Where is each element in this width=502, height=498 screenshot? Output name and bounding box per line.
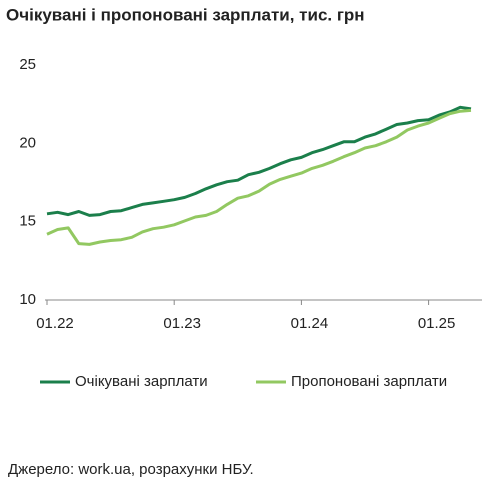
x-tick-label: 01.22 (36, 315, 74, 332)
y-tick-label: 15 (19, 213, 36, 230)
chart-title: Очікувані і пропоновані зарплати, тис. г… (6, 5, 365, 24)
y-tick-label: 25 (19, 56, 36, 73)
x-tick-label: 01.25 (418, 315, 456, 332)
x-tick-label: 01.24 (291, 315, 329, 332)
series-line (46, 105, 472, 217)
series-line (46, 108, 472, 246)
legend-label: Пропоновані зарплати (291, 373, 447, 390)
legend-label: Очікувані зарплати (75, 373, 208, 390)
x-tick-label: 01.23 (163, 315, 201, 332)
y-tick-label: 20 (19, 134, 36, 151)
source-note: Джерело: work.ua, розрахунки НБУ. (8, 461, 254, 478)
y-tick-label: 10 (19, 291, 36, 308)
